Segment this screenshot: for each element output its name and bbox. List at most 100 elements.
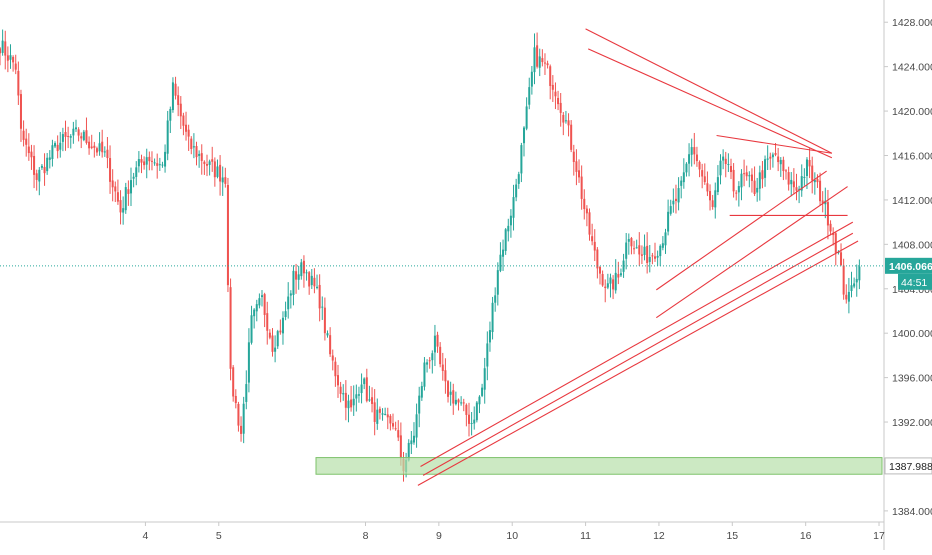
candle (850, 271, 853, 298)
candle-body (756, 187, 759, 193)
candle-body (208, 161, 211, 165)
candle-body (177, 95, 180, 105)
candle-body (656, 255, 659, 258)
candle-body (748, 175, 751, 177)
candle-body (782, 159, 785, 172)
candle (743, 159, 746, 187)
candle (365, 368, 368, 403)
candle (627, 233, 630, 255)
candle (334, 357, 337, 387)
candle (819, 172, 822, 206)
candle (630, 236, 633, 255)
candle (494, 287, 497, 312)
candle (640, 245, 643, 265)
candle (376, 398, 379, 430)
y-tick-label: 1408.000 (892, 239, 932, 251)
candle-body (740, 173, 743, 188)
candle-body (530, 71, 533, 87)
candle-body (630, 238, 633, 247)
candle-body (543, 62, 546, 64)
candle-body (580, 176, 583, 199)
candle-body (195, 146, 198, 158)
candle (536, 32, 539, 69)
candle (528, 77, 531, 110)
candle (203, 160, 206, 175)
candle (638, 232, 641, 266)
candle (211, 146, 214, 172)
candle-body (706, 183, 709, 192)
candle-body (517, 174, 520, 184)
candle (685, 162, 688, 177)
candle-body (103, 151, 106, 153)
candle (329, 327, 332, 357)
candle (418, 386, 421, 428)
candle-body (226, 185, 229, 286)
x-tick-label: 11 (580, 530, 591, 542)
candle-body (237, 403, 240, 426)
candle-body (344, 392, 347, 408)
candle-body (19, 94, 22, 129)
candle (82, 129, 85, 142)
candle (698, 160, 701, 178)
candle (313, 268, 316, 294)
candle-body (90, 146, 93, 148)
candle (496, 262, 499, 306)
candle-body (350, 399, 353, 408)
candle (711, 194, 714, 210)
candle-body (182, 115, 185, 126)
candle-body (433, 335, 436, 353)
candle (805, 157, 808, 190)
candle (323, 297, 326, 341)
support-price-tag (884, 457, 932, 475)
candle-body (441, 364, 444, 372)
candle (263, 292, 266, 328)
candle-body (703, 176, 706, 183)
candle-body (436, 334, 439, 347)
candle (669, 199, 672, 216)
candle-body (234, 395, 237, 404)
candle (64, 120, 67, 151)
candle (119, 190, 122, 225)
candle (654, 242, 657, 262)
candle-body (701, 170, 704, 177)
candle (588, 208, 591, 241)
candle-body (845, 294, 848, 300)
candle-body (80, 136, 83, 139)
candle (467, 402, 470, 437)
candle (85, 117, 88, 145)
candle (295, 263, 298, 294)
y-tick-label: 1396.000 (892, 373, 932, 385)
candle-body (460, 402, 463, 404)
candle (512, 184, 515, 231)
candle (250, 305, 253, 345)
candle-body (494, 295, 497, 303)
candle (245, 370, 248, 410)
candle (766, 145, 769, 171)
candle (308, 270, 311, 295)
candle (116, 179, 119, 205)
candle-body (795, 187, 798, 191)
candle-body (394, 428, 397, 430)
candle-body (504, 229, 507, 251)
candle (240, 416, 243, 442)
candle (216, 159, 219, 179)
candle (470, 411, 473, 436)
candle (562, 112, 565, 136)
candle-body (14, 63, 17, 70)
candle-body (156, 163, 159, 166)
candle (48, 150, 51, 169)
trendline (417, 240, 859, 486)
candle-body (381, 413, 384, 415)
candle-body (153, 162, 156, 164)
candle (735, 190, 738, 201)
candle-body (321, 306, 324, 308)
candle-body (515, 184, 518, 198)
candle-body (384, 413, 387, 415)
candle-body (614, 272, 617, 291)
candle-body (601, 274, 604, 286)
candle (727, 153, 730, 173)
candle-body (439, 346, 442, 365)
candle-body (805, 159, 808, 177)
